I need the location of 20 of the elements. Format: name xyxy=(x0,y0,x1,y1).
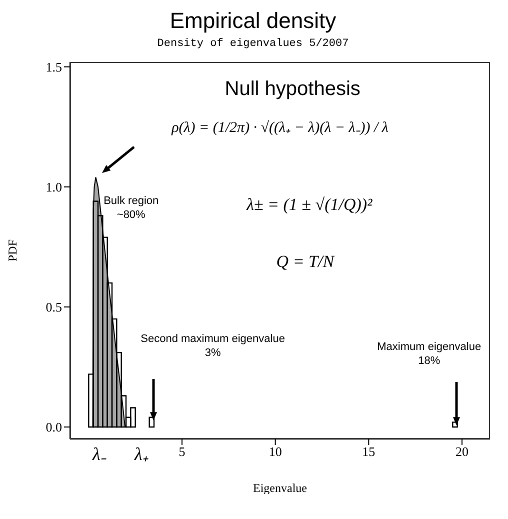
text: λ₋ xyxy=(92,444,106,464)
annotation: λ± = (1 ± √(1/Q))² xyxy=(245,194,374,216)
chart-title: Empirical density xyxy=(168,8,338,34)
y-tick-label: 0.0 xyxy=(46,420,62,435)
y-tick-label: 0.5 xyxy=(46,300,62,315)
x-tick-label: 15 xyxy=(362,444,376,460)
chart-subtitle: Density of eigenvalues 5/2007 xyxy=(156,38,350,50)
annotation: Null hypothesis xyxy=(224,77,362,102)
y-tick-label: 1.0 xyxy=(46,179,62,194)
x-tick-label: 20 xyxy=(456,444,468,460)
x-tick-label: 5 xyxy=(178,444,186,460)
x-tick-label: 10 xyxy=(268,444,282,460)
annotation: ρ(λ) = (1/2π) · √((λ₊ − λ)(λ − λ₋)) / λ xyxy=(170,118,390,138)
annotation: Bulk region ~80% xyxy=(102,195,160,223)
annotation: Maximum eigenvalue 18% xyxy=(377,340,482,367)
y-axis-title: PDF xyxy=(5,239,20,262)
text: λ₊ xyxy=(134,444,148,464)
annotation: Q = T/N xyxy=(275,250,336,272)
y-tick-label: 1.5 xyxy=(46,59,62,74)
annotation: Second maximum eigenvalue 3% xyxy=(140,333,286,361)
